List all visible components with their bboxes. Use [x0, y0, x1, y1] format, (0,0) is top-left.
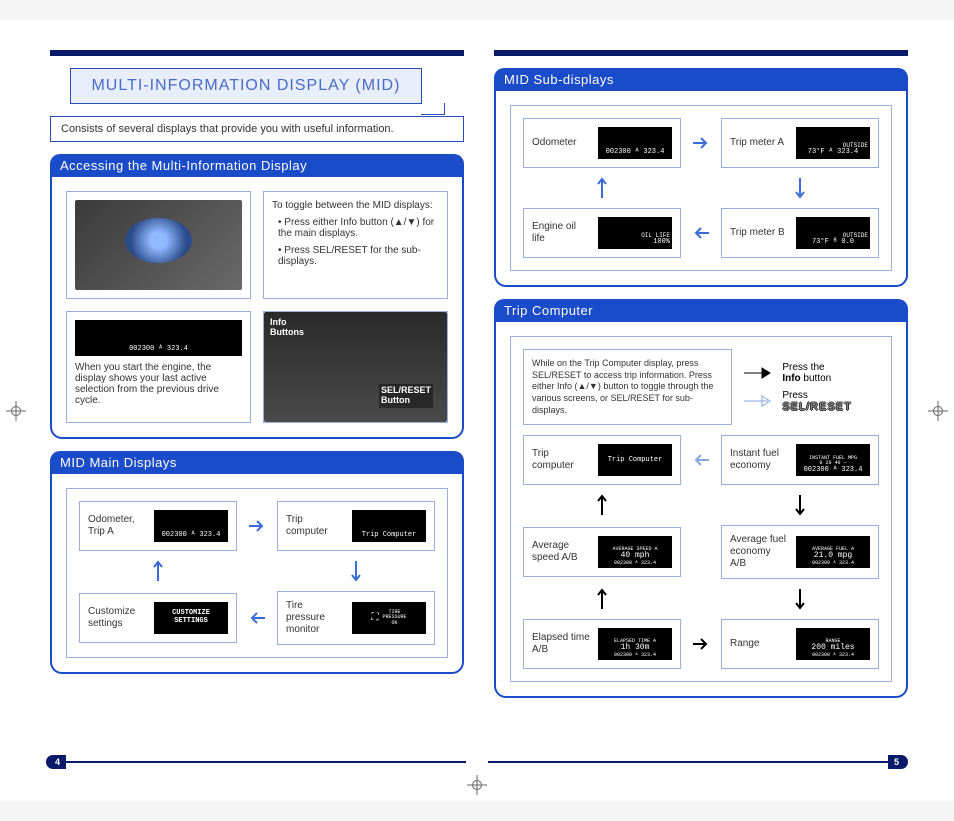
- card-customize: Customize settings CUSTOMIZE SETTINGS: [79, 593, 237, 643]
- section-accessing: Accessing the Multi-Information Display …: [50, 154, 464, 439]
- card-trip-meter-b: Trip meter B OUTSIDE 73°F ᴮ 0.0: [721, 208, 879, 258]
- arrow-left-icon: [689, 223, 713, 243]
- card-trip-computer: Trip computer Trip Computer: [277, 501, 435, 551]
- arrow-down-icon: [794, 493, 806, 517]
- legend-sel-arrow-icon: [742, 394, 776, 408]
- toggle-bullet-2: • Press SEL/RESET for the sub-displays.: [272, 245, 439, 267]
- screen-tc-main: Trip Computer: [598, 444, 672, 476]
- arrow-up-icon: [596, 587, 608, 611]
- card-range: Range RANGE 200 miles 002300 ᴬ 323.4: [721, 619, 879, 669]
- card-trip-meter-a: Trip meter A OUTSIDE 73°F ᴬ 323.4: [721, 118, 879, 168]
- arrow-left-white-icon: [689, 450, 713, 470]
- section-sub-displays: MID Sub-displays Odometer 002300 ᴬ 323.4: [494, 68, 908, 287]
- arrow-down-icon: [350, 559, 362, 583]
- page-number-left: 4: [46, 755, 66, 769]
- page-spread: MULTI-INFORMATION DISPLAY (MID) Consists…: [0, 20, 954, 801]
- page-rule-right: [488, 761, 888, 763]
- trip-instruction-row: While on the Trip Computer display, pres…: [523, 349, 879, 425]
- card-avg-speed: Average speed A/B AVERAGE SPEED A 40 mph…: [523, 527, 681, 577]
- left-page: MULTI-INFORMATION DISPLAY (MID) Consists…: [50, 50, 464, 751]
- page-title: MULTI-INFORMATION DISPLAY (MID): [91, 77, 400, 94]
- arrow-up-icon: [596, 493, 608, 517]
- card-avg-fuel: Average fuel economy A/B AVERAGE FUEL A …: [721, 525, 879, 579]
- arrow-down-icon: [794, 176, 806, 200]
- top-rule-right: [494, 50, 908, 56]
- intro-text: Consists of several displays that provid…: [50, 116, 464, 142]
- legend-info-text: Press the Info button: [782, 362, 831, 384]
- arrow-up-icon: [152, 559, 164, 583]
- arrow-left-icon: [245, 608, 269, 628]
- arrow-right-icon: [689, 634, 713, 654]
- card-odometer-sub: Odometer 002300 ᴬ 323.4: [523, 118, 681, 168]
- start-engine-card: 002300 ᴬ 323.4 When you start the engine…: [66, 311, 251, 423]
- toggle-bullet-1: • Press either Info button (▲/▼) for the…: [272, 217, 439, 239]
- card-tire-pressure: Tire pressure monitor ⛶ TIRE PRESSURE OK: [277, 591, 435, 645]
- screen-range: RANGE 200 miles 002300 ᴬ 323.4: [796, 628, 870, 660]
- card-trip-comp-main: Trip computer Trip Computer: [523, 435, 681, 485]
- card-elapsed-time: Elapsed time A/B ELAPSED TIME A 1h 30m 0…: [523, 619, 681, 669]
- trip-legend: Press the Info button Press S: [742, 349, 879, 425]
- section-header-trip: Trip Computer: [494, 299, 908, 322]
- top-rule-left: [50, 50, 464, 56]
- dashboard-photo-card: [66, 191, 251, 299]
- section-main-displays: MID Main Displays Odometer, Trip A 00230…: [50, 451, 464, 674]
- steering-button-photo: Info Buttons SEL/RESET Button: [264, 312, 447, 422]
- arrow-right-icon: [245, 516, 269, 536]
- screen-odometer: 002300 ᴬ 323.4: [154, 510, 228, 542]
- screen-trip-b: OUTSIDE 73°F ᴮ 0.0: [796, 217, 870, 249]
- screen-trip-a: OUTSIDE 73°F ᴬ 323.4: [796, 127, 870, 159]
- page-title-box: MULTI-INFORMATION DISPLAY (MID): [70, 68, 422, 104]
- button-photo-card: Info Buttons SEL/RESET Button: [263, 311, 448, 423]
- sel-reset-label: SEL/RESET Button: [379, 384, 433, 408]
- arrow-up-icon: [596, 176, 608, 200]
- arrow-right-icon: [689, 133, 713, 153]
- screen-tire-pressure: ⛶ TIRE PRESSURE OK: [352, 602, 426, 634]
- screen-trip-computer: Trip Computer: [352, 510, 426, 542]
- toggle-intro: To toggle between the MID displays:: [272, 200, 439, 211]
- toggle-instructions: To toggle between the MID displays: • Pr…: [263, 191, 448, 299]
- screen-elapsed: ELAPSED TIME A 1h 30m 002300 ᴬ 323.4: [598, 628, 672, 660]
- card-instant-fuel: Instant fuel economy INSTANT FUEL MPG 0 …: [721, 435, 879, 485]
- legend-info-arrow-icon: [742, 366, 776, 380]
- screen-avg-speed: AVERAGE SPEED A 40 mph 002300 ᴬ 323.4: [598, 536, 672, 568]
- crop-mark-left: [6, 401, 26, 421]
- screen-avg-fuel: AVERAGE FUEL A 21.0 mpg 002300 ᴬ 323.4: [796, 536, 870, 568]
- card-odometer-trip-a: Odometer, Trip A 002300 ᴬ 323.4: [79, 501, 237, 551]
- section-header-sub: MID Sub-displays: [494, 68, 908, 91]
- trip-instruction-text: While on the Trip Computer display, pres…: [523, 349, 732, 425]
- screen-customize: CUSTOMIZE SETTINGS: [154, 602, 228, 634]
- start-screen-display: 002300 ᴬ 323.4: [75, 320, 242, 356]
- section-header-main: MID Main Displays: [50, 451, 464, 474]
- page-number-right: 5: [888, 755, 908, 769]
- info-buttons-label: Info Buttons: [270, 318, 304, 338]
- legend-sel-text: Press SEL/RESET: [782, 390, 852, 413]
- screen-odometer-sub: 002300 ᴬ 323.4: [598, 127, 672, 159]
- section-trip-computer: Trip Computer While on the Trip Computer…: [494, 299, 908, 698]
- screen-oil-life: OIL LIFE 100%: [598, 217, 672, 249]
- start-caption: When you start the engine, the display s…: [75, 362, 242, 406]
- right-page: MID Sub-displays Odometer 002300 ᴬ 323.4: [494, 50, 908, 751]
- card-engine-oil: Engine oil life OIL LIFE 100%: [523, 208, 681, 258]
- crop-mark-right: [928, 401, 948, 421]
- dashboard-photo: [75, 200, 242, 290]
- arrow-down-icon: [794, 587, 806, 611]
- page-rule-left: [66, 761, 466, 763]
- screen-instant-fuel: INSTANT FUEL MPG 0 20 40 — 002300 ᴬ 323.…: [796, 444, 870, 476]
- section-header-accessing: Accessing the Multi-Information Display: [50, 154, 464, 177]
- crop-mark-bottom: [467, 775, 487, 795]
